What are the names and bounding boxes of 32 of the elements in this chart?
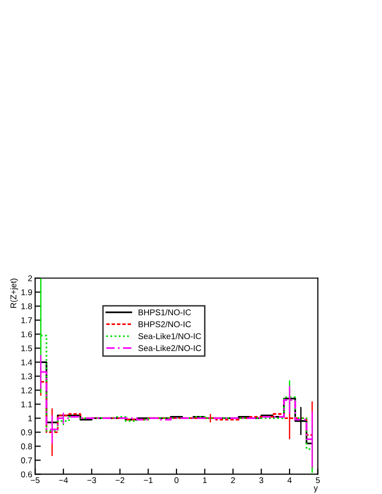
x-tick-label: −1 [144, 477, 153, 484]
y-tick-label: 1.5 [21, 345, 32, 352]
legend-label: Sea-Like2/NO-IC [138, 344, 202, 352]
y-tick-label: 1.6 [21, 331, 32, 338]
legend-label: BHPS1/NO-IC [138, 309, 191, 316]
y-axis-title: R(Z+jet) [10, 278, 18, 308]
y-tick-label: 0.7 [21, 457, 32, 464]
y-tick-label: 1.1 [21, 401, 32, 408]
x-tick-label: −2 [116, 477, 124, 484]
x-tick-label: 1 [203, 477, 207, 484]
x-tick-label: 2 [231, 477, 235, 484]
y-tick-label: 0.8 [21, 443, 32, 450]
y-tick-label: 1.8 [21, 303, 32, 310]
legend-label: BHPS2/NO-IC [138, 321, 191, 328]
legend-label: Sea-Like1/NO-IC [138, 333, 202, 340]
y-tick-label: 2 [28, 275, 32, 282]
y-tick-label: 1.3 [21, 373, 32, 380]
y-tick-label: 0.9 [21, 429, 32, 436]
y-tick-label: 1.7 [21, 317, 32, 324]
x-tick-label: 4 [287, 477, 292, 484]
y-tick-label: 0.6 [21, 471, 32, 478]
x-tick-label: 0 [174, 477, 178, 484]
x-tick-label: 3 [259, 477, 264, 484]
y-tick-label: 1.4 [21, 359, 32, 366]
y-tick-label: 1.9 [21, 289, 32, 296]
x-tick-label: −3 [87, 477, 96, 484]
x-axis-title: y [314, 486, 318, 493]
y-tick-label: 1 [28, 415, 32, 422]
x-tick-label: 5 [316, 477, 320, 484]
x-tick-label: −5 [30, 477, 40, 484]
x-tick-label: −4 [59, 477, 68, 484]
y-tick-label: 1.2 [21, 387, 32, 394]
